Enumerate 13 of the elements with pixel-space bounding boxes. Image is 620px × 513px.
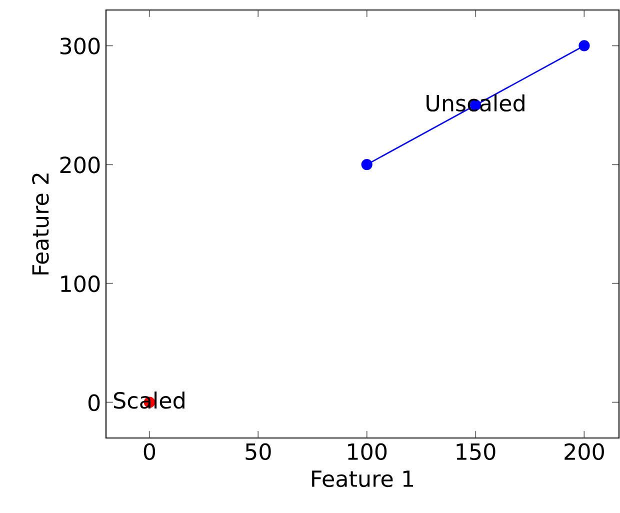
point [361,159,372,170]
x-tick-label: 150 [456,443,496,460]
x-tick-label: 100 [348,443,387,460]
y-tick-label: 100 [61,275,100,292]
y-axis-title: Feature 2 [32,174,49,274]
x-tick-label: 0 [144,443,156,460]
x-axis-title: Feature 1 [312,470,414,488]
y-tick-label: 200 [60,156,100,174]
point [578,40,590,52]
y-tick-label: 300 [60,38,100,54]
y-tick-label: 0 [88,394,100,412]
x-tick-label: 200 [564,443,604,460]
x-tick-label: 50 [246,443,271,460]
